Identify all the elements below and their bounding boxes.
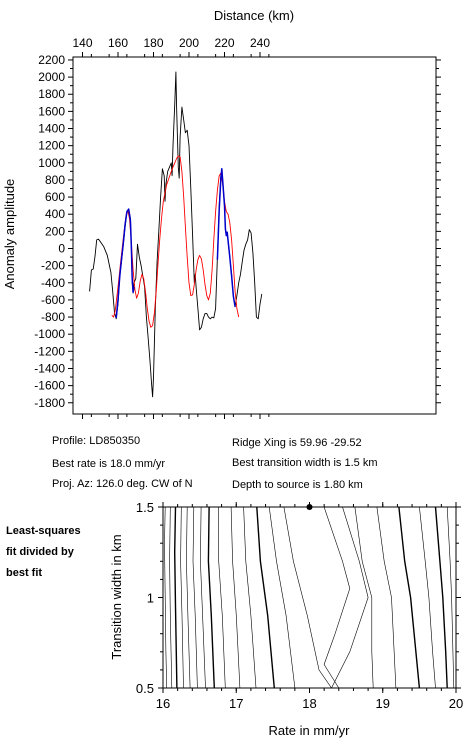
y-tick-label: -600 <box>41 293 65 307</box>
contour-plot-frame <box>162 506 457 689</box>
contour-y-axis-title: Transition width in km <box>109 534 124 659</box>
contour-line <box>243 506 257 689</box>
contour-line <box>268 506 296 689</box>
y-tick-label: -1200 <box>34 344 65 358</box>
side-note-line: best fit <box>6 567 43 579</box>
y-tick-label: -1800 <box>34 396 65 410</box>
contour-line <box>200 506 206 689</box>
y-tick-label: 1600 <box>38 104 65 118</box>
contour-line <box>331 506 369 689</box>
y-tick-label: 1000 <box>38 156 65 170</box>
y-tick-label: 2000 <box>38 70 65 84</box>
y-tick-label: 400 <box>45 207 65 221</box>
contour-line <box>164 506 167 689</box>
x-tick-label: 200 <box>179 36 199 50</box>
observed-line <box>89 71 263 398</box>
contour-x-tick-label: 18 <box>302 696 316 711</box>
side-note: Least-squares fit divided by best fit <box>6 521 81 584</box>
model-line <box>111 155 240 328</box>
y-tick-label: 1400 <box>38 122 65 136</box>
contour-line <box>354 506 374 689</box>
profile-label: Profile: LD850350 <box>52 435 141 447</box>
contour-x-tick-label: 19 <box>376 696 390 711</box>
y-tick-label: 200 <box>45 224 65 238</box>
contour-line <box>173 506 178 689</box>
y-tick-label: 2200 <box>38 53 65 67</box>
contour-line <box>434 506 448 689</box>
best-width-label: Best transition width is 1.5 km <box>232 457 378 469</box>
y-tick-label: -800 <box>41 310 65 324</box>
contour-axes: 16 17 18 19 20 0.5 1 1.5 <box>136 500 463 711</box>
side-note-line: Least-squares <box>6 525 81 537</box>
y-tick-label: -1600 <box>34 379 65 393</box>
contour-line <box>169 506 173 689</box>
y-tick-label: 1800 <box>38 87 65 101</box>
fit-window-line <box>115 208 135 318</box>
contour-y-tick-label: 0.5 <box>136 681 154 696</box>
ridge-xing-label: Ridge Xing is 59.96 -29.52 <box>232 437 362 449</box>
x-tick-label: 180 <box>143 36 163 50</box>
x-axis-title: Distance (km) <box>214 8 294 23</box>
contour-line <box>186 506 191 689</box>
y-tick-label: 1200 <box>38 139 65 153</box>
anomaly-plot-frame <box>72 56 437 415</box>
contour-line <box>376 506 397 689</box>
contour-x-axis-title: Rate in mm/yr <box>269 723 351 738</box>
contour-line <box>256 506 275 689</box>
misfit-contour-chart: Rate in mm/yr Transition width in km 16 1… <box>109 500 463 738</box>
contour-line <box>419 506 436 689</box>
proj-az-label: Proj. Az: 126.0 deg. CW of N <box>52 478 193 490</box>
anomaly-profile-chart: Distance (km) Anomaly amplitude 140 160 18… <box>2 8 441 419</box>
y-tick-label: -400 <box>41 276 65 290</box>
contour-line <box>398 506 421 689</box>
contour-x-tick-label: 16 <box>156 696 170 711</box>
y-tick-label: -200 <box>41 259 65 273</box>
contour-line <box>446 506 455 689</box>
contour-y-tick-label: 1 <box>147 591 154 606</box>
contour-line <box>230 506 241 689</box>
anomaly-axes: 140 160 180 200 220 2402200200018001600140012… <box>34 36 441 419</box>
contour-line <box>218 507 226 689</box>
x-tick-label: 220 <box>214 36 234 50</box>
contour-line <box>192 506 198 689</box>
x-tick-label: 140 <box>72 36 92 50</box>
contour-line <box>180 506 184 689</box>
y-tick-label: -1000 <box>34 327 65 341</box>
best-rate-label: Best rate is 18.0 mm/yr <box>52 458 166 470</box>
fit-window-line <box>216 168 236 307</box>
side-note-line: fit divided by <box>6 546 74 558</box>
contour-lines <box>164 506 455 689</box>
contour-x-tick-label: 17 <box>229 696 243 711</box>
depth-label: Depth to source is 1.80 km <box>232 479 363 491</box>
y-axis-title: Anomaly amplitude <box>2 179 17 290</box>
y-tick-label: -1400 <box>34 361 65 375</box>
y-tick-label: 800 <box>45 173 65 187</box>
contour-line <box>207 506 215 689</box>
x-tick-label: 240 <box>250 36 270 50</box>
contour-y-tick-label: 1.5 <box>136 500 154 515</box>
contour-line <box>283 506 332 689</box>
y-tick-label: 600 <box>45 190 65 204</box>
anomaly-series <box>89 71 263 398</box>
y-tick-label: 0 <box>58 242 65 256</box>
contour-x-tick-label: 20 <box>449 696 463 711</box>
x-tick-label: 160 <box>108 36 128 50</box>
best-fit-marker <box>306 504 313 510</box>
contour-line <box>323 506 351 689</box>
